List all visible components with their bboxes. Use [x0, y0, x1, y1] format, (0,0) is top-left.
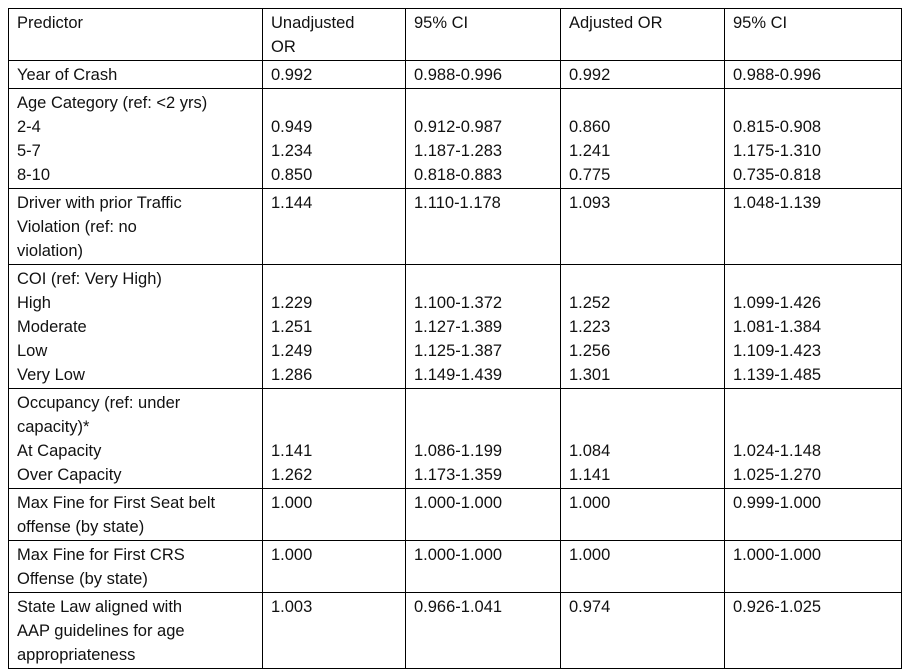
- adjusted-ci-cell: 1.024-1.148 1.025-1.270: [724, 388, 902, 489]
- table-row: Year of Crash 0.992 0.988-0.996 0.992 0.…: [8, 60, 902, 89]
- unadjusted-or-cell: 1.144: [262, 188, 406, 265]
- table-header-row: Predictor Unadjusted OR 95% CI Adjusted …: [8, 8, 902, 61]
- header-predictor: Predictor: [8, 8, 263, 61]
- adjusted-ci-cell: 0.988-0.996: [724, 60, 902, 89]
- unadjusted-or-cell: 1.229 1.251 1.249 1.286: [262, 264, 406, 389]
- unadjusted-or-cell: 1.000: [262, 540, 406, 593]
- adjusted-or-cell: 0.992: [560, 60, 725, 89]
- table-row: Driver with prior Traffic Violation (ref…: [8, 188, 902, 265]
- adjusted-or-cell: 1.000: [560, 488, 725, 541]
- table-row: Age Category (ref: <2 yrs) 2-4 5-7 8-10 …: [8, 88, 902, 189]
- unadjusted-ci-cell: 0.988-0.996: [405, 60, 561, 89]
- header-ci-unadjusted: 95% CI: [405, 8, 561, 61]
- adjusted-ci-cell: 1.099-1.426 1.081-1.384 1.109-1.423 1.13…: [724, 264, 902, 389]
- adjusted-or-cell: 0.860 1.241 0.775: [560, 88, 725, 189]
- adjusted-ci-cell: 1.048-1.139: [724, 188, 902, 265]
- adjusted-or-cell: 1.093: [560, 188, 725, 265]
- unadjusted-ci-cell: 0.912-0.987 1.187-1.283 0.818-0.883: [405, 88, 561, 189]
- table-row: Max Fine for First Seat belt offense (by…: [8, 488, 902, 541]
- unadjusted-or-cell: 0.949 1.234 0.850: [262, 88, 406, 189]
- adjusted-or-cell: 0.974: [560, 592, 725, 669]
- predictor-cell: Occupancy (ref: under capacity)* At Capa…: [8, 388, 263, 489]
- predictor-cell: Max Fine for First Seat belt offense (by…: [8, 488, 263, 541]
- adjusted-or-cell: 1.084 1.141: [560, 388, 725, 489]
- adjusted-ci-cell: 0.999-1.000: [724, 488, 902, 541]
- adjusted-ci-cell: 0.926-1.025: [724, 592, 902, 669]
- unadjusted-ci-cell: 1.000-1.000: [405, 488, 561, 541]
- header-adjusted-or: Adjusted OR: [560, 8, 725, 61]
- odds-ratio-table: Predictor Unadjusted OR 95% CI Adjusted …: [8, 8, 902, 669]
- table-row: State Law aligned with AAP guidelines fo…: [8, 592, 902, 669]
- unadjusted-or-cell: 0.992: [262, 60, 406, 89]
- unadjusted-or-cell: 1.003: [262, 592, 406, 669]
- unadjusted-ci-cell: 1.110-1.178: [405, 188, 561, 265]
- unadjusted-or-cell: 1.141 1.262: [262, 388, 406, 489]
- unadjusted-ci-cell: 1.000-1.000: [405, 540, 561, 593]
- predictor-cell: COI (ref: Very High) High Moderate Low V…: [8, 264, 263, 389]
- predictor-cell: Age Category (ref: <2 yrs) 2-4 5-7 8-10: [8, 88, 263, 189]
- adjusted-ci-cell: 0.815-0.908 1.175-1.310 0.735-0.818: [724, 88, 902, 189]
- unadjusted-ci-cell: 0.966-1.041: [405, 592, 561, 669]
- unadjusted-ci-cell: 1.086-1.199 1.173-1.359: [405, 388, 561, 489]
- predictor-cell: Year of Crash: [8, 60, 263, 89]
- unadjusted-or-cell: 1.000: [262, 488, 406, 541]
- header-unadjusted-or: Unadjusted OR: [262, 8, 406, 61]
- predictor-cell: State Law aligned with AAP guidelines fo…: [8, 592, 263, 669]
- predictor-cell: Driver with prior Traffic Violation (ref…: [8, 188, 263, 265]
- header-ci-adjusted: 95% CI: [724, 8, 902, 61]
- adjusted-or-cell: 1.252 1.223 1.256 1.301: [560, 264, 725, 389]
- predictor-cell: Max Fine for First CRS Offense (by state…: [8, 540, 263, 593]
- adjusted-ci-cell: 1.000-1.000: [724, 540, 902, 593]
- unadjusted-ci-cell: 1.100-1.372 1.127-1.389 1.125-1.387 1.14…: [405, 264, 561, 389]
- table-row: COI (ref: Very High) High Moderate Low V…: [8, 264, 902, 389]
- table-row: Occupancy (ref: under capacity)* At Capa…: [8, 388, 902, 489]
- table-row: Max Fine for First CRS Offense (by state…: [8, 540, 902, 593]
- adjusted-or-cell: 1.000: [560, 540, 725, 593]
